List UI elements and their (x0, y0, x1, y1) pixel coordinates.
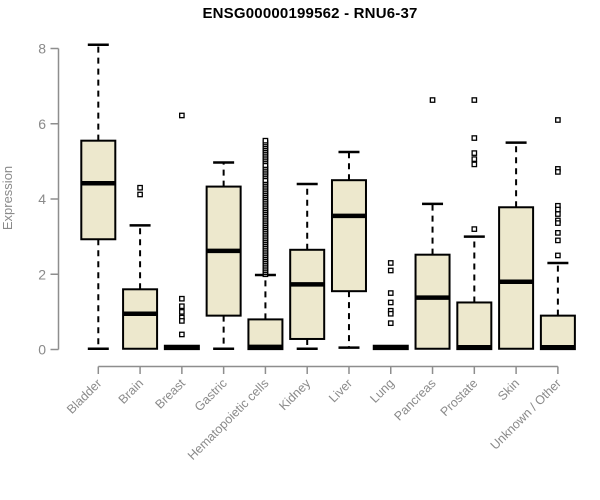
outlier-point (179, 303, 185, 310)
outlier-point (387, 299, 394, 306)
box (330, 179, 367, 293)
outlier-point (137, 191, 143, 198)
outlier-point (137, 184, 143, 191)
x-tick-label: Bladder (64, 376, 104, 416)
outlier-point (555, 211, 561, 217)
y-axis-title: Expression (0, 166, 15, 230)
x-tick-label: Pancreas (391, 376, 438, 423)
x-tick-label: Brain (116, 376, 147, 407)
box (498, 206, 535, 350)
box (414, 253, 451, 350)
y-tick-label: 6 (38, 116, 46, 132)
outlier-point (471, 135, 478, 141)
x-tick-label: Skin (495, 376, 522, 403)
x-tick-label: Unknown / Other (488, 376, 564, 452)
x-tick-label: Breast (153, 376, 189, 412)
box (247, 318, 284, 351)
outlier-point (555, 169, 561, 175)
outlier-point (471, 150, 478, 156)
box (289, 248, 326, 340)
box (456, 301, 493, 351)
outlier-point (471, 97, 478, 103)
y-tick-label: 0 (38, 342, 46, 358)
outlier-point (179, 318, 185, 324)
chart-title: ENSG00000199562 - RNU6-37 (202, 5, 418, 22)
outlier-point (387, 260, 394, 266)
y-tick-label: 8 (38, 41, 46, 57)
box (122, 288, 159, 350)
outlier-point (555, 220, 561, 226)
outlier-point (555, 117, 561, 123)
x-tick-label: Hematopoietic cells (185, 376, 272, 463)
x-tick-label: Prostate (438, 376, 481, 419)
box (539, 314, 576, 351)
box (80, 139, 117, 241)
outlier-point (387, 290, 394, 296)
outlier-point (555, 230, 561, 236)
x-tick-label: Liver (326, 376, 355, 405)
outlier-point (387, 267, 394, 274)
outlier-point (262, 137, 269, 144)
x-tick-label: Lung (367, 376, 397, 406)
y-tick-label: 4 (38, 191, 46, 207)
outlier-point (179, 309, 185, 315)
outlier-point (179, 112, 185, 119)
x-tick-label: Gastric (192, 376, 230, 414)
outlier-point (555, 252, 561, 259)
outlier-point (179, 295, 185, 302)
outlier-point (471, 226, 478, 232)
outlier-point (387, 320, 394, 327)
outlier-point (471, 156, 478, 162)
y-tick-label: 2 (38, 266, 46, 282)
outlier-point (429, 97, 436, 103)
outlier-point (555, 206, 561, 213)
outlier-point (387, 310, 394, 317)
outlier-point (555, 237, 561, 244)
x-tick-label: Kidney (276, 376, 313, 413)
outlier-point (471, 161, 478, 168)
outlier-point (179, 331, 185, 338)
